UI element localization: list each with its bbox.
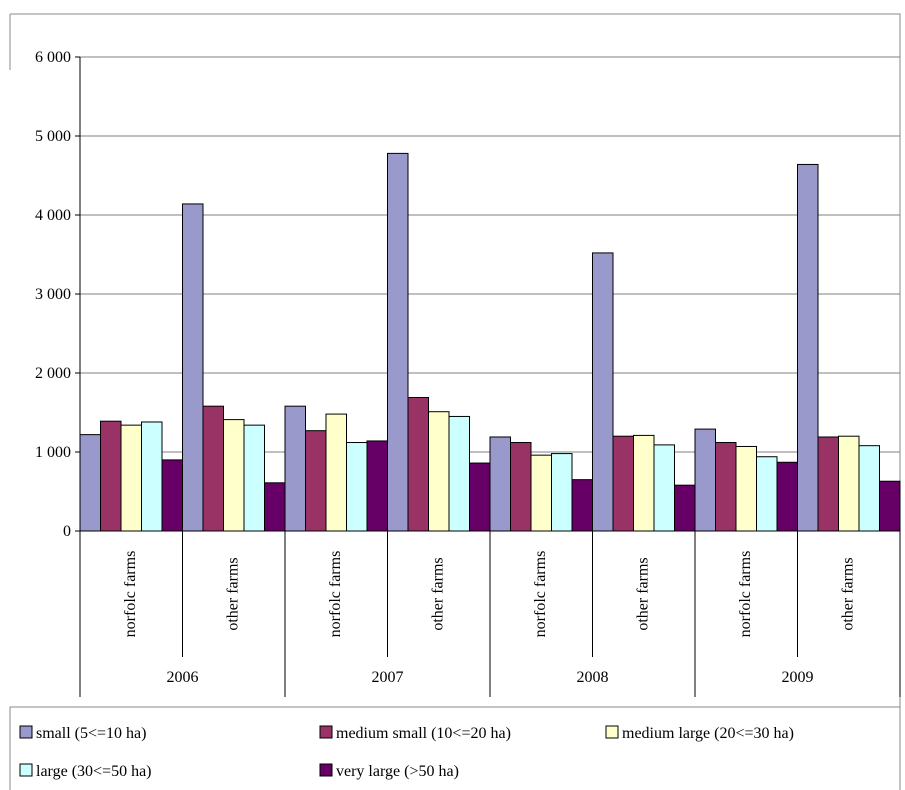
x-category-label: other farms — [839, 557, 856, 630]
x-category-label: other farms — [429, 557, 446, 630]
bar — [715, 442, 737, 532]
x-category-label: norfolc farms — [122, 551, 139, 638]
legend-label: large (30<=50 ha) — [36, 763, 152, 780]
bar — [797, 163, 819, 532]
legend-swatch — [19, 725, 33, 739]
bar — [674, 484, 696, 532]
bar — [264, 482, 286, 532]
bar — [428, 411, 450, 532]
legend-label: very large (>50 ha) — [336, 763, 459, 780]
bar — [817, 436, 839, 532]
legend-swatch — [19, 763, 33, 777]
bar — [858, 445, 880, 532]
y-tick-label: 2 000 — [35, 365, 71, 382]
chart-border — [10, 13, 901, 707]
bar — [776, 461, 798, 532]
y-tick-label: 0 — [63, 523, 71, 540]
bar — [141, 421, 163, 532]
legend-swatch — [319, 725, 333, 739]
bar — [366, 440, 388, 532]
bar — [879, 480, 901, 532]
bar — [633, 434, 655, 532]
bar — [407, 396, 429, 532]
bar — [387, 152, 409, 532]
bar — [161, 459, 183, 532]
legend — [9, 706, 901, 790]
bar — [202, 405, 224, 532]
bar — [223, 419, 245, 532]
y-tick-label: 5 000 — [35, 128, 71, 145]
bar — [838, 435, 860, 532]
bar — [100, 420, 122, 532]
bar — [510, 442, 532, 532]
x-group-label: 2006 — [167, 669, 199, 686]
bar — [182, 203, 204, 532]
y-tick-label: 4 000 — [35, 207, 71, 224]
bar — [284, 405, 306, 532]
bar — [592, 252, 614, 532]
legend-swatch — [605, 725, 619, 739]
bar — [756, 456, 778, 532]
bar — [448, 415, 470, 532]
bar — [489, 436, 511, 532]
bar — [530, 454, 552, 532]
y-tick-label: 6 000 — [35, 49, 71, 66]
bar — [571, 479, 593, 532]
x-group-label: 2007 — [372, 669, 404, 686]
legend-label: medium small (10<=20 ha) — [336, 725, 511, 742]
legend-swatch — [319, 763, 333, 777]
bar — [120, 424, 142, 532]
bar — [653, 444, 675, 532]
bar — [612, 435, 634, 532]
bar — [325, 413, 347, 532]
x-category-label: norfolc farms — [532, 551, 549, 638]
bar — [346, 442, 368, 532]
bar — [243, 424, 265, 532]
x-category-label: other farms — [634, 557, 651, 630]
bar — [735, 445, 757, 532]
legend-label: small (5<=10 ha) — [36, 725, 146, 742]
bar — [469, 462, 491, 532]
x-category-label: norfolc farms — [737, 551, 754, 638]
bar — [694, 428, 716, 532]
y-tick-label: 3 000 — [35, 286, 71, 303]
bar — [79, 434, 101, 532]
bar — [305, 430, 327, 532]
x-category-label: other farms — [224, 557, 241, 630]
x-category-label: norfolc farms — [327, 551, 344, 638]
bar — [551, 453, 573, 532]
legend-label: medium large (20<=30 ha) — [622, 725, 794, 742]
x-group-label: 2009 — [782, 669, 814, 686]
y-tick-label: 1 000 — [35, 444, 71, 461]
x-group-label: 2008 — [577, 669, 609, 686]
